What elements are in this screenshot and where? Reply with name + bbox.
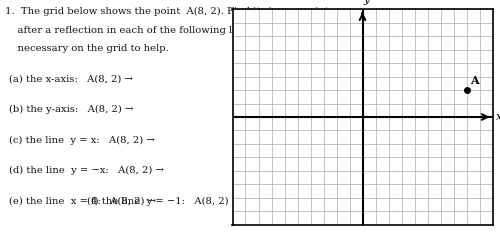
Text: y: y	[364, 0, 370, 5]
Text: (b) the y-axis:   A(8, 2) →: (b) the y-axis: A(8, 2) →	[9, 105, 134, 114]
Text: necessary on the grid to help.: necessary on the grid to help.	[4, 44, 168, 53]
Text: after a reflection in each of the following lines. Draw lines as: after a reflection in each of the follow…	[4, 26, 327, 35]
Text: (f) the line  y = −1:   A(8, 2) →: (f) the line y = −1: A(8, 2) →	[88, 197, 240, 206]
Text: 1.  The grid below shows the point  A(8, 2). Find its image point: 1. The grid below shows the point A(8, 2…	[4, 7, 328, 16]
Text: x: x	[496, 112, 500, 122]
Text: (e) the line  x = 4:   A(8, 2) →: (e) the line x = 4: A(8, 2) →	[9, 197, 156, 205]
Text: (c) the line  y = x:   A(8, 2) →: (c) the line y = x: A(8, 2) →	[9, 136, 155, 145]
Text: A: A	[470, 75, 479, 86]
Text: (a) the x-axis:   A(8, 2) →: (a) the x-axis: A(8, 2) →	[9, 75, 133, 84]
Text: (d) the line  y = −x:   A(8, 2) →: (d) the line y = −x: A(8, 2) →	[9, 166, 164, 175]
